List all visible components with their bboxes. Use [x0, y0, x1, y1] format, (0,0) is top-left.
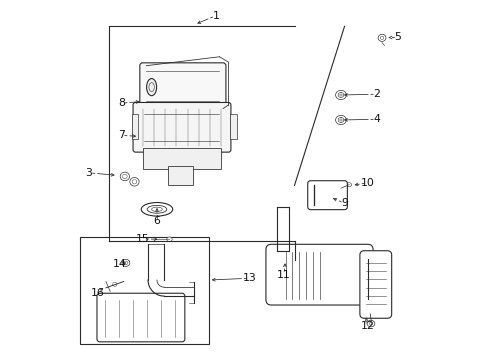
Ellipse shape	[335, 90, 346, 100]
Ellipse shape	[335, 115, 346, 125]
Bar	[167, 166, 192, 185]
Text: 15: 15	[136, 234, 149, 244]
Ellipse shape	[147, 205, 166, 213]
Bar	[80, 237, 208, 344]
Text: 11: 11	[276, 270, 290, 280]
Text: 9: 9	[341, 198, 347, 208]
Bar	[230, 114, 236, 139]
Ellipse shape	[368, 322, 372, 325]
Ellipse shape	[337, 93, 343, 98]
Text: 6: 6	[153, 216, 160, 226]
Ellipse shape	[366, 320, 374, 327]
FancyBboxPatch shape	[97, 293, 184, 342]
Ellipse shape	[112, 282, 117, 286]
Text: 13: 13	[243, 273, 256, 283]
Ellipse shape	[120, 172, 129, 181]
Ellipse shape	[324, 187, 339, 200]
Text: 2: 2	[372, 89, 379, 99]
Ellipse shape	[122, 174, 127, 179]
Ellipse shape	[166, 237, 172, 242]
Text: 16: 16	[91, 288, 105, 297]
Ellipse shape	[123, 261, 127, 265]
Bar	[132, 114, 138, 139]
FancyBboxPatch shape	[265, 244, 372, 305]
FancyBboxPatch shape	[307, 181, 346, 210]
Text: 8: 8	[118, 98, 124, 108]
Ellipse shape	[151, 207, 162, 211]
Ellipse shape	[130, 177, 139, 186]
Text: 10: 10	[360, 178, 374, 188]
Text: 7: 7	[118, 130, 124, 140]
Text: 12: 12	[360, 321, 374, 332]
Text: 1: 1	[212, 11, 219, 21]
FancyBboxPatch shape	[359, 251, 391, 318]
FancyBboxPatch shape	[140, 63, 225, 111]
Text: 3: 3	[85, 168, 92, 178]
Ellipse shape	[337, 117, 343, 122]
Text: 4: 4	[372, 114, 379, 124]
Text: 14: 14	[112, 259, 126, 269]
Ellipse shape	[377, 34, 385, 41]
Ellipse shape	[141, 203, 172, 216]
Bar	[142, 148, 221, 169]
Ellipse shape	[149, 83, 154, 91]
Ellipse shape	[122, 259, 130, 266]
Ellipse shape	[146, 78, 156, 96]
Text: 5: 5	[394, 32, 401, 42]
Ellipse shape	[132, 180, 137, 184]
FancyBboxPatch shape	[133, 103, 230, 152]
Ellipse shape	[346, 183, 351, 186]
Ellipse shape	[380, 36, 383, 40]
Ellipse shape	[320, 184, 343, 203]
